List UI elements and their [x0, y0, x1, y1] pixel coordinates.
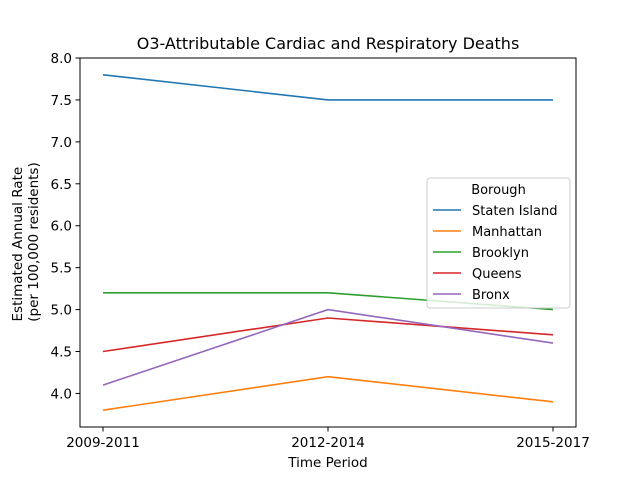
- series-line-queens: [102, 317, 554, 353]
- chart-title: O3-Attributable Cardiac and Respiratory …: [137, 34, 520, 53]
- y-tick-label: 4.5: [51, 345, 72, 361]
- y-tick-label: 5.5: [51, 261, 72, 277]
- y-tick-label: 4.0: [51, 386, 72, 402]
- legend-label: Manhattan: [472, 225, 542, 240]
- x-axis: 2009-2011 2012-2014 2015-2017: [66, 427, 590, 451]
- y-tick-label: 8.0: [51, 51, 72, 67]
- legend-label: Queens: [472, 267, 522, 282]
- series-line-manhattan: [102, 375, 554, 411]
- y-tick-label: 7.0: [51, 135, 72, 151]
- series-line-bronx: [102, 308, 554, 386]
- x-tick-label: 2012-2014: [291, 435, 365, 451]
- legend-label: Brooklyn: [472, 246, 529, 261]
- legend-label: Bronx: [472, 288, 510, 303]
- y-tick-label: 5.0: [51, 303, 72, 319]
- legend-title: Borough: [471, 183, 526, 198]
- legend-items: Staten Island Manhattan Brooklyn Queens Bron…: [433, 204, 557, 303]
- y-axis-label: Estimated Annual Rate (per 100,000 resid…: [10, 162, 42, 321]
- y-axis-label-line2: (per 100,000 residents): [26, 162, 42, 321]
- y-tick-label: 7.5: [51, 93, 72, 109]
- legend-label: Staten Island: [472, 204, 557, 219]
- y-axis-label-line1: Estimated Annual Rate: [10, 167, 26, 322]
- y-tick-label: 6.0: [51, 219, 72, 235]
- plot-lines: [102, 74, 554, 411]
- y-axis: 4.0 4.5 5.0 5.5 6.0 6.5 7.0 7.5 8.0: [51, 51, 80, 402]
- series-line-staten-island: [102, 74, 553, 101]
- legend: Borough Staten Island Manhattan Brooklyn Qu…: [426, 177, 571, 309]
- x-axis-label: Time Period: [287, 455, 367, 471]
- legend-frame: [426, 177, 571, 309]
- y-tick-label: 6.5: [51, 177, 72, 193]
- x-tick-label: 2015-2017: [516, 435, 590, 451]
- x-tick-label: 2009-2011: [66, 435, 140, 451]
